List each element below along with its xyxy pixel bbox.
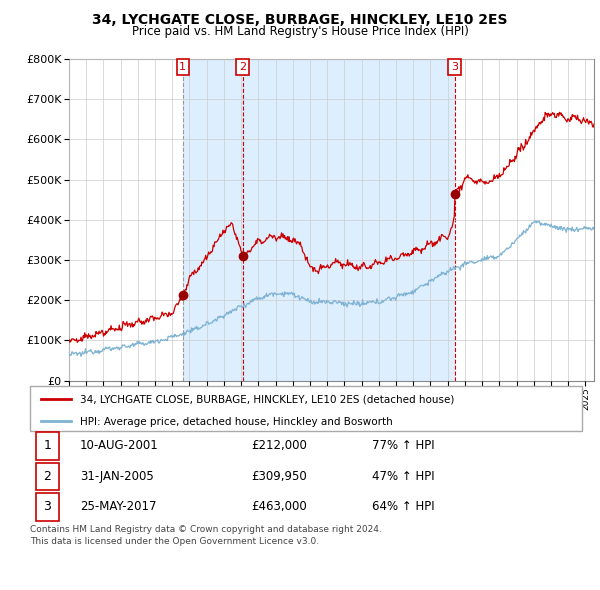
Bar — [35, 432, 59, 460]
Text: 1: 1 — [43, 440, 51, 453]
Text: Price paid vs. HM Land Registry's House Price Index (HPI): Price paid vs. HM Land Registry's House … — [131, 25, 469, 38]
Text: 77% ↑ HPI: 77% ↑ HPI — [372, 440, 435, 453]
Text: 2: 2 — [43, 470, 51, 483]
Text: 3: 3 — [43, 500, 51, 513]
Text: 64% ↑ HPI: 64% ↑ HPI — [372, 500, 435, 513]
Text: 3: 3 — [451, 62, 458, 72]
Text: £212,000: £212,000 — [251, 440, 307, 453]
Text: 34, LYCHGATE CLOSE, BURBAGE, HINCKLEY, LE10 2ES (detached house): 34, LYCHGATE CLOSE, BURBAGE, HINCKLEY, L… — [80, 395, 454, 405]
Text: 47% ↑ HPI: 47% ↑ HPI — [372, 470, 435, 483]
Bar — [35, 493, 59, 520]
Text: 2: 2 — [239, 62, 246, 72]
Text: This data is licensed under the Open Government Licence v3.0.: This data is licensed under the Open Gov… — [30, 537, 319, 546]
Text: Contains HM Land Registry data © Crown copyright and database right 2024.: Contains HM Land Registry data © Crown c… — [30, 525, 382, 534]
Text: HPI: Average price, detached house, Hinckley and Bosworth: HPI: Average price, detached house, Hinc… — [80, 417, 392, 427]
Bar — [242, 59, 455, 381]
Text: £463,000: £463,000 — [251, 500, 307, 513]
Text: £309,950: £309,950 — [251, 470, 307, 483]
Bar — [183, 59, 242, 381]
Text: 1: 1 — [179, 62, 186, 72]
Text: 10-AUG-2001: 10-AUG-2001 — [80, 440, 158, 453]
Text: 34, LYCHGATE CLOSE, BURBAGE, HINCKLEY, LE10 2ES: 34, LYCHGATE CLOSE, BURBAGE, HINCKLEY, L… — [92, 13, 508, 27]
Text: 25-MAY-2017: 25-MAY-2017 — [80, 500, 156, 513]
Text: 31-JAN-2005: 31-JAN-2005 — [80, 470, 154, 483]
Bar — [35, 463, 59, 490]
